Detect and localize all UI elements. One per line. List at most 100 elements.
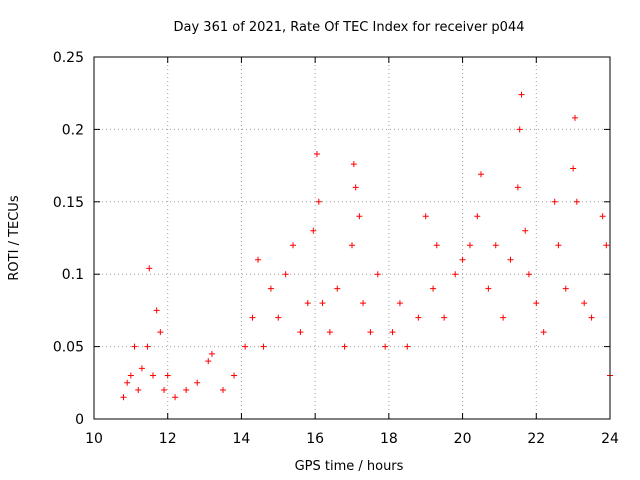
data-point (120, 394, 127, 401)
data-point (415, 314, 422, 321)
data-point (319, 300, 326, 307)
data-point (404, 343, 411, 350)
data-point (242, 343, 249, 350)
x-tick-label: 16 (306, 431, 324, 447)
data-point (452, 271, 459, 278)
data-point (603, 242, 610, 249)
y-axis-label: ROTI / TECUs (7, 195, 22, 280)
data-point (349, 242, 355, 249)
data-point (157, 329, 164, 336)
y-tick-label: 0.15 (53, 195, 84, 211)
data-point (205, 358, 212, 365)
data-point (194, 379, 201, 386)
data-point (573, 198, 580, 205)
data-point (360, 300, 367, 307)
data-point (138, 365, 145, 372)
data-point (172, 394, 179, 401)
data-point (310, 227, 317, 234)
data-point (441, 314, 448, 321)
data-point (588, 314, 595, 321)
data-point (208, 350, 215, 357)
data-point (326, 329, 333, 336)
x-tick-label: 18 (380, 431, 398, 447)
data-point (599, 213, 606, 220)
data-point (352, 184, 359, 191)
data-point (382, 343, 389, 350)
data-point (430, 285, 437, 292)
data-point (474, 213, 481, 220)
data-point (500, 314, 507, 321)
data-point (153, 307, 160, 314)
x-tick-label: 22 (527, 431, 545, 447)
data-point (267, 285, 274, 292)
data-point (396, 300, 403, 307)
data-point (135, 387, 142, 394)
chart-title: Day 361 of 2021, Rate Of TEC Index for r… (174, 20, 525, 35)
tick-labels: 10 12 14 16 18 20 22 24 0 0.05 0.1 0.15 0.2 0.25 (53, 50, 619, 447)
data-point (540, 329, 547, 336)
data-point (562, 285, 569, 292)
data-point (433, 242, 440, 249)
data-point (124, 379, 131, 386)
data-point (485, 285, 492, 292)
data-point (255, 256, 262, 263)
x-tick-label: 10 (85, 431, 103, 447)
data-point (466, 242, 473, 249)
data-point (518, 91, 525, 98)
data-point (422, 213, 429, 220)
data-point (341, 343, 348, 350)
axis-ticks (93, 56, 611, 420)
data-point (555, 242, 562, 249)
data-point (507, 256, 514, 263)
data-point (374, 271, 381, 278)
x-tick-label: 12 (159, 431, 177, 447)
data-point (127, 372, 134, 379)
data-point (249, 314, 256, 321)
x-axis-label: GPS time / hours (295, 459, 404, 474)
data-point (275, 314, 282, 321)
data-point (297, 329, 304, 336)
data-point (220, 387, 226, 394)
x-tick-label: 14 (233, 431, 251, 447)
data-point (367, 329, 374, 336)
data-point (551, 198, 558, 205)
data-point (459, 256, 466, 263)
x-tick-label: 24 (601, 431, 619, 447)
data-point (525, 271, 532, 278)
data-point (514, 184, 521, 191)
data-point (164, 372, 171, 379)
data-point (570, 165, 577, 172)
y-tick-label: 0.05 (53, 340, 84, 356)
data-point (149, 372, 156, 379)
data-point (313, 151, 320, 158)
data-point (282, 271, 289, 278)
data-point (389, 329, 396, 336)
data-points (120, 91, 613, 401)
data-point (492, 242, 499, 249)
data-point (522, 227, 529, 234)
data-point (231, 372, 238, 379)
data-point (131, 343, 138, 350)
y-tick-label: 0.2 (62, 122, 84, 138)
data-point (315, 198, 322, 205)
data-point (478, 171, 484, 178)
data-point (304, 300, 311, 307)
x-tick-label: 20 (454, 431, 472, 447)
y-tick-label: 0.1 (62, 267, 84, 283)
data-point (334, 285, 341, 292)
data-point (161, 387, 168, 394)
data-point (356, 213, 363, 220)
y-tick-label: 0 (75, 412, 84, 428)
data-point (350, 161, 357, 168)
data-point (260, 343, 267, 350)
y-tick-label: 0.25 (53, 50, 84, 66)
data-point (581, 300, 588, 307)
data-point (144, 343, 151, 350)
data-point (571, 114, 578, 121)
data-point (533, 300, 540, 307)
data-point (290, 242, 297, 249)
data-point (183, 387, 190, 394)
grid-lines (94, 57, 610, 419)
data-point (516, 126, 523, 133)
